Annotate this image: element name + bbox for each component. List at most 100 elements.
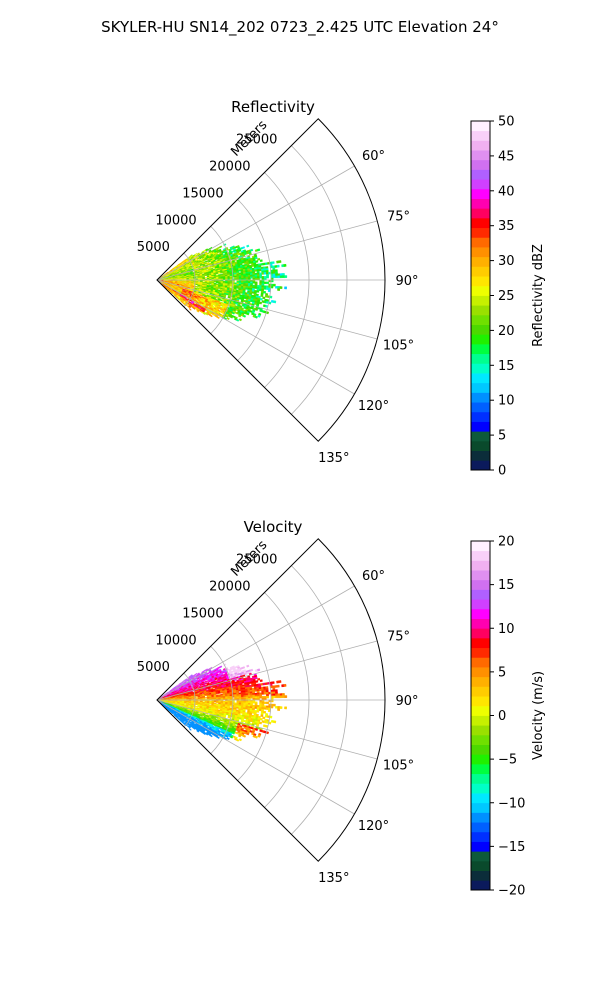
data-cell [284, 695, 288, 699]
data-cell [263, 290, 267, 294]
colorbar-swatch [471, 227, 490, 238]
data-cell [277, 708, 281, 711]
data-cell [258, 708, 262, 712]
colorbar-swatch [471, 363, 490, 374]
data-cell [181, 698, 185, 700]
data-cell [266, 693, 269, 697]
data-cell [236, 276, 240, 279]
data-cell [227, 716, 231, 719]
data-cell [259, 283, 263, 286]
data-cell [225, 293, 229, 296]
azimuth-tick-label: 105° [383, 339, 414, 354]
data-cell [272, 695, 276, 699]
data-cell [213, 700, 217, 703]
data-cell [197, 280, 201, 282]
data-cell [263, 692, 267, 695]
data-cell [184, 698, 187, 700]
data-cell [275, 695, 278, 699]
data-cell [188, 704, 192, 707]
data-cell [204, 277, 208, 279]
data-cell [250, 281, 253, 284]
data-cell [255, 260, 259, 263]
colorbar-tick-label: 45 [498, 149, 515, 164]
colorbar-tick-label: 0 [498, 464, 506, 479]
reflectivity-panel: Reflectivity500010000150002000025000Mete… [137, 98, 546, 479]
data-cell [278, 680, 282, 684]
figure-title: SKYLER-HU SN14_202 0723_2.425 UTC Elevat… [101, 18, 499, 37]
data-cell [195, 696, 199, 698]
data-cell [274, 689, 278, 692]
data-cell [263, 281, 267, 285]
colorbar-swatch [471, 130, 490, 141]
data-cell [240, 291, 244, 294]
data-cell [241, 696, 244, 699]
data-cell [259, 276, 263, 279]
data-cell [271, 681, 275, 685]
data-cell [259, 281, 263, 284]
colorbar-swatch [471, 324, 490, 335]
colorbar-label: Reflectivity dBZ [531, 244, 546, 347]
colorbar-swatch [471, 392, 490, 403]
data-cell [279, 286, 283, 289]
colorbar-swatch [471, 159, 490, 170]
data-cell [194, 285, 198, 288]
data-cell [183, 282, 187, 284]
data-cell [263, 272, 267, 275]
data-cell [254, 315, 258, 319]
data-cell [246, 244, 250, 248]
data-cell [195, 277, 199, 279]
data-cell [259, 272, 262, 275]
data-cell [251, 711, 255, 714]
data-cell [245, 707, 249, 710]
data-cell [217, 691, 221, 694]
data-cell [254, 308, 259, 311]
data-cell [197, 286, 201, 288]
data-cell [258, 688, 262, 692]
azimuth-tick-label: 120° [358, 399, 389, 414]
data-cell [284, 275, 288, 279]
data-cell [266, 275, 269, 279]
data-cell [284, 286, 288, 290]
data-cell [204, 274, 208, 277]
colorbar-swatch [471, 179, 490, 190]
data-cell [259, 705, 262, 708]
data-cell [257, 257, 261, 261]
data-cell [259, 679, 263, 683]
colorbar-tick-label: 25 [498, 289, 515, 304]
data-cell [275, 271, 278, 275]
data-cell [216, 316, 220, 319]
data-cell [234, 696, 238, 699]
colorbar-swatch [471, 285, 490, 296]
data-cell [174, 277, 178, 279]
data-cell [276, 264, 280, 268]
data-cell [201, 691, 205, 694]
data-cell [272, 703, 276, 707]
data-cell [283, 263, 287, 267]
data-cell [257, 696, 260, 699]
data-cell [174, 697, 178, 699]
colorbar-swatch [471, 217, 490, 229]
colorbar-tick-label: 10 [498, 394, 515, 409]
data-cell [284, 706, 288, 710]
colorbar-tick-label: 35 [498, 219, 515, 234]
colorbar-swatch [471, 140, 490, 151]
data-cell [261, 281, 265, 284]
colorbar-swatch [471, 198, 490, 209]
data-cell [190, 697, 194, 699]
data-cell [188, 702, 192, 704]
data-cell [217, 271, 221, 274]
data-cell [241, 666, 246, 670]
colorbar-swatch [471, 382, 490, 393]
data-cell [213, 280, 217, 283]
colorbar-swatch [471, 450, 490, 461]
data-cell [279, 693, 283, 696]
data-cell [257, 248, 261, 252]
data-cell [183, 703, 187, 705]
data-cell [256, 710, 260, 713]
data-cell [263, 701, 267, 705]
data-cell [204, 694, 208, 697]
data-cell [250, 694, 253, 697]
data-cell [254, 676, 258, 680]
data-cell [245, 696, 249, 699]
data-cell [215, 701, 219, 704]
